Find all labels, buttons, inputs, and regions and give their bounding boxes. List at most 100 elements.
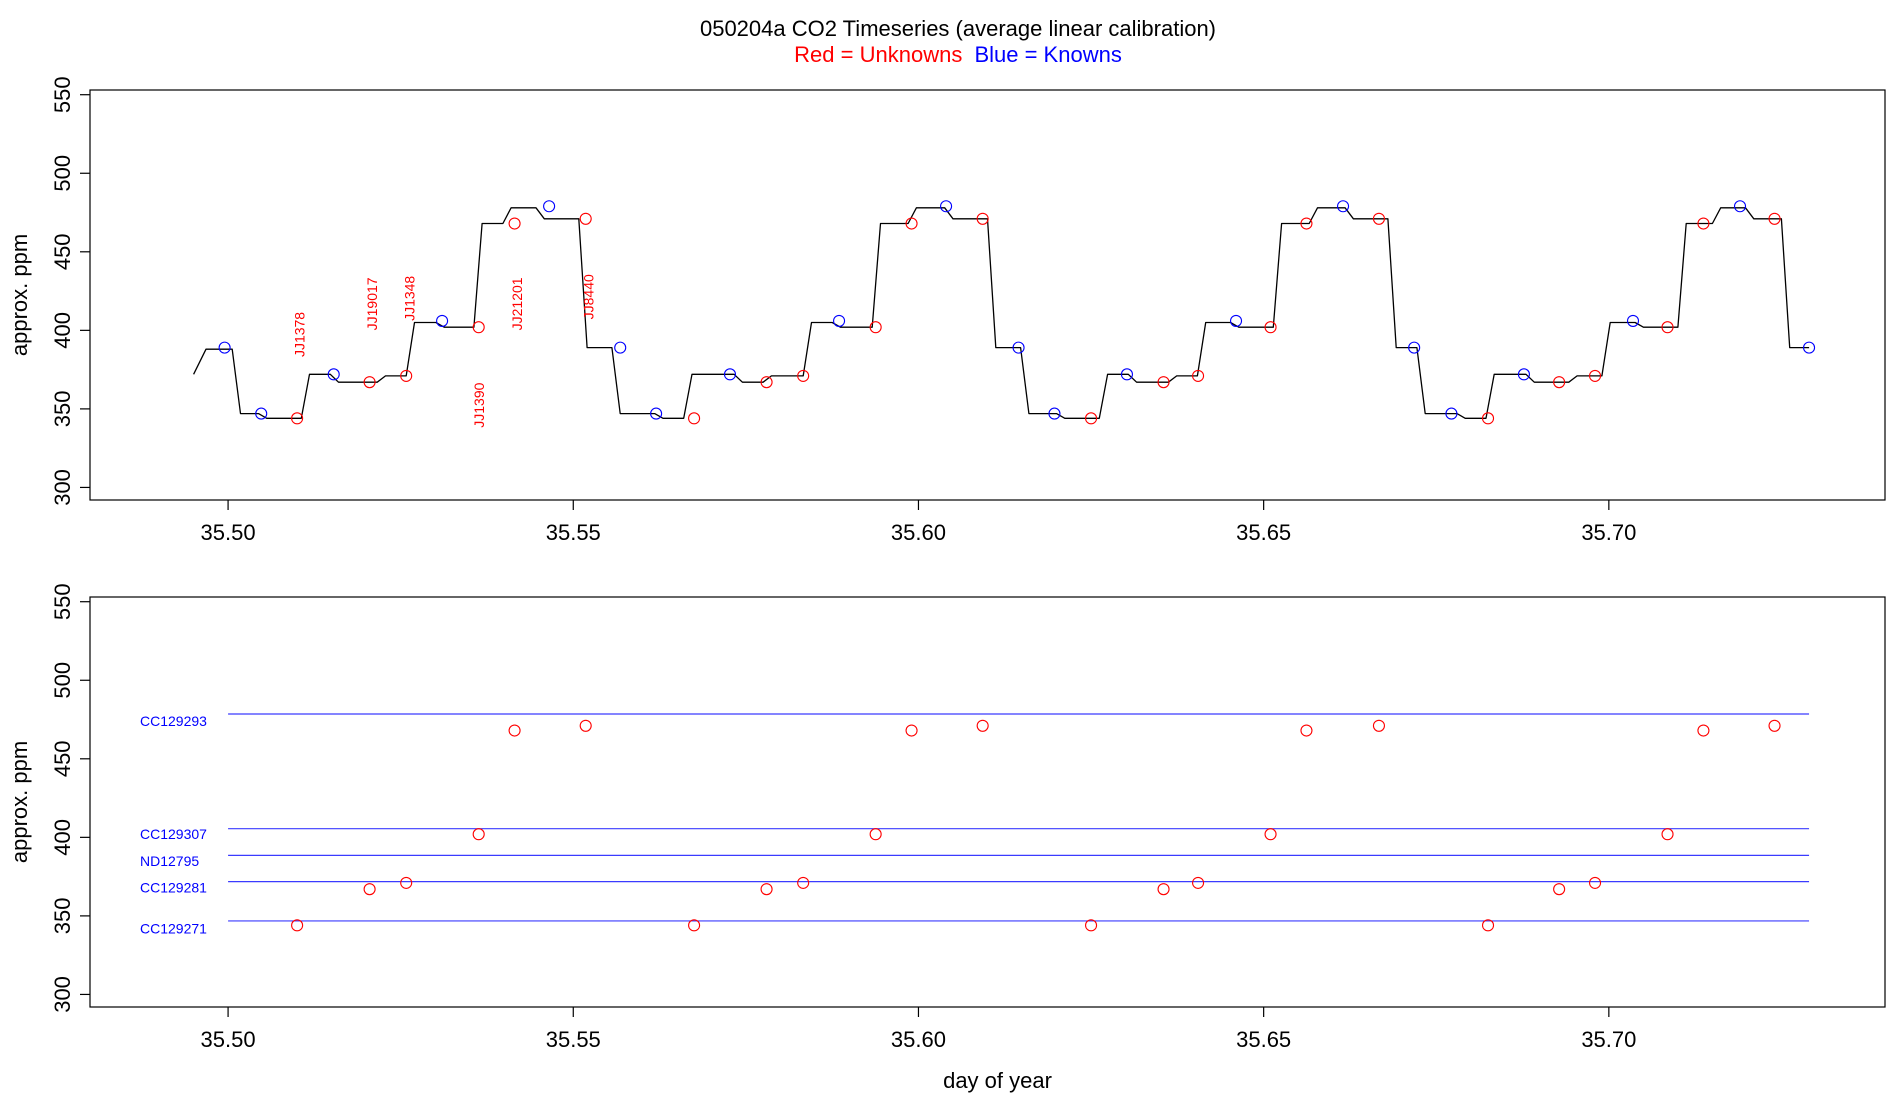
figure-legend: Red = Unknowns Blue = Knowns xyxy=(794,42,1122,67)
x-tick-label: 35.70 xyxy=(1581,520,1636,545)
known-point xyxy=(436,314,449,327)
unknown-point xyxy=(760,376,773,389)
x-tick-label: 35.60 xyxy=(891,1027,946,1052)
unknown-point xyxy=(905,724,918,737)
unknown-point xyxy=(1157,883,1170,896)
unknown-point xyxy=(797,369,810,382)
unknown-point xyxy=(579,212,592,225)
figure-title: 050204a CO2 Timeseries (average linear c… xyxy=(700,16,1216,41)
known-point xyxy=(255,407,268,420)
tank-annotation: JJ1378 xyxy=(292,312,308,357)
known-point xyxy=(1408,341,1421,354)
unknown-point xyxy=(1768,719,1781,732)
plot-frame xyxy=(89,596,1886,1008)
unknown-point xyxy=(1661,321,1674,334)
known-point xyxy=(1626,314,1640,327)
top-panel-timeseries: 35.50 35.55 35.60 35.65 35.70 300 350 400 450 500… xyxy=(7,76,1886,545)
co2-trace-line xyxy=(193,207,1810,419)
y-axis-label: approx. ppm xyxy=(7,741,32,863)
tank-annotation: JJ19017 xyxy=(364,277,380,330)
known-point xyxy=(940,200,953,213)
unknown-point xyxy=(1192,369,1205,382)
unknown-point xyxy=(400,369,413,382)
unknown-point xyxy=(363,376,376,389)
unknown-point xyxy=(1157,376,1170,389)
reference-line-label: CC129271 xyxy=(140,920,207,936)
unknown-point xyxy=(1768,212,1781,225)
y-tick-label: 450 xyxy=(50,740,75,777)
x-tick-label: 35.55 xyxy=(546,520,601,545)
legend-blue: Blue = Knowns xyxy=(974,42,1121,67)
unknown-point xyxy=(976,719,989,732)
unknown-point xyxy=(760,883,773,896)
y-tick-label: 400 xyxy=(50,819,75,856)
y-tick-label: 300 xyxy=(50,976,75,1013)
x-tick-label: 35.50 xyxy=(201,520,256,545)
unknown-point xyxy=(1588,876,1602,889)
unknown-point xyxy=(508,724,521,737)
tank-annotation: JJ1348 xyxy=(401,276,417,321)
plot-frame xyxy=(89,89,1886,501)
bottom-panel-reference: 35.50 35.55 35.60 35.65 35.70 300 350 400 450 500… xyxy=(7,583,1886,1093)
x-tick-label: 35.60 xyxy=(891,520,946,545)
unknown-point xyxy=(472,321,485,334)
unknown-point xyxy=(869,321,882,334)
known-point xyxy=(1012,341,1025,354)
unknown-point xyxy=(1300,724,1313,737)
reference-line-label: CC129307 xyxy=(140,826,207,842)
known-point xyxy=(723,368,737,381)
unknown-point xyxy=(1481,412,1495,425)
unknown-point xyxy=(1085,412,1098,425)
known-point xyxy=(1803,341,1816,354)
unknown-point xyxy=(869,828,882,841)
unknown-point xyxy=(688,919,701,932)
tank-annotation: JJ1390 xyxy=(471,382,487,427)
unknown-point xyxy=(363,883,376,896)
known-point xyxy=(1733,200,1747,213)
unknown-point xyxy=(1372,719,1385,732)
unknown-point xyxy=(688,412,701,425)
x-tick-label: 35.70 xyxy=(1581,1027,1636,1052)
reference-line-label: ND12795 xyxy=(140,853,199,869)
unknown-point xyxy=(508,217,521,230)
known-point xyxy=(1336,200,1350,213)
unknown-point xyxy=(1264,321,1277,334)
unknown-point xyxy=(1192,876,1205,889)
y-axis-label: approx. ppm xyxy=(7,234,32,356)
unknown-point xyxy=(291,919,304,932)
unknown-point xyxy=(400,876,413,889)
unknown-point xyxy=(1553,376,1566,389)
known-point xyxy=(833,314,846,327)
unknown-point xyxy=(1588,369,1602,382)
known-point xyxy=(1517,368,1530,381)
unknown-point xyxy=(1661,828,1674,841)
unknown-point xyxy=(1481,919,1495,932)
tank-annotation: JJ8440 xyxy=(580,274,596,319)
unknown-point xyxy=(1085,919,1098,932)
unknown-point xyxy=(291,412,304,425)
y-tick-label: 350 xyxy=(50,391,75,428)
known-point xyxy=(1229,314,1243,327)
legend-red: Red = Unknowns xyxy=(794,42,962,67)
tank-annotation: JJ21201 xyxy=(509,277,525,330)
known-point xyxy=(1445,407,1458,420)
y-tick-label: 350 xyxy=(50,898,75,935)
unknown-point xyxy=(905,217,918,230)
y-tick-label: 450 xyxy=(50,233,75,270)
y-tick-label: 300 xyxy=(50,469,75,506)
y-tick-label: 500 xyxy=(50,155,75,192)
known-point xyxy=(218,341,231,354)
known-point xyxy=(650,407,663,420)
unknown-point xyxy=(1697,724,1710,737)
known-point xyxy=(327,368,340,381)
x-tick-label: 35.65 xyxy=(1236,1027,1291,1052)
x-axis-label: day of year xyxy=(943,1068,1052,1093)
unknown-point xyxy=(1264,828,1277,841)
unknown-point xyxy=(797,876,810,889)
x-tick-label: 35.55 xyxy=(546,1027,601,1052)
x-tick-label: 35.65 xyxy=(1236,520,1291,545)
known-point xyxy=(543,200,556,213)
unknown-point xyxy=(976,212,989,225)
reference-line-label: CC129293 xyxy=(140,713,207,729)
